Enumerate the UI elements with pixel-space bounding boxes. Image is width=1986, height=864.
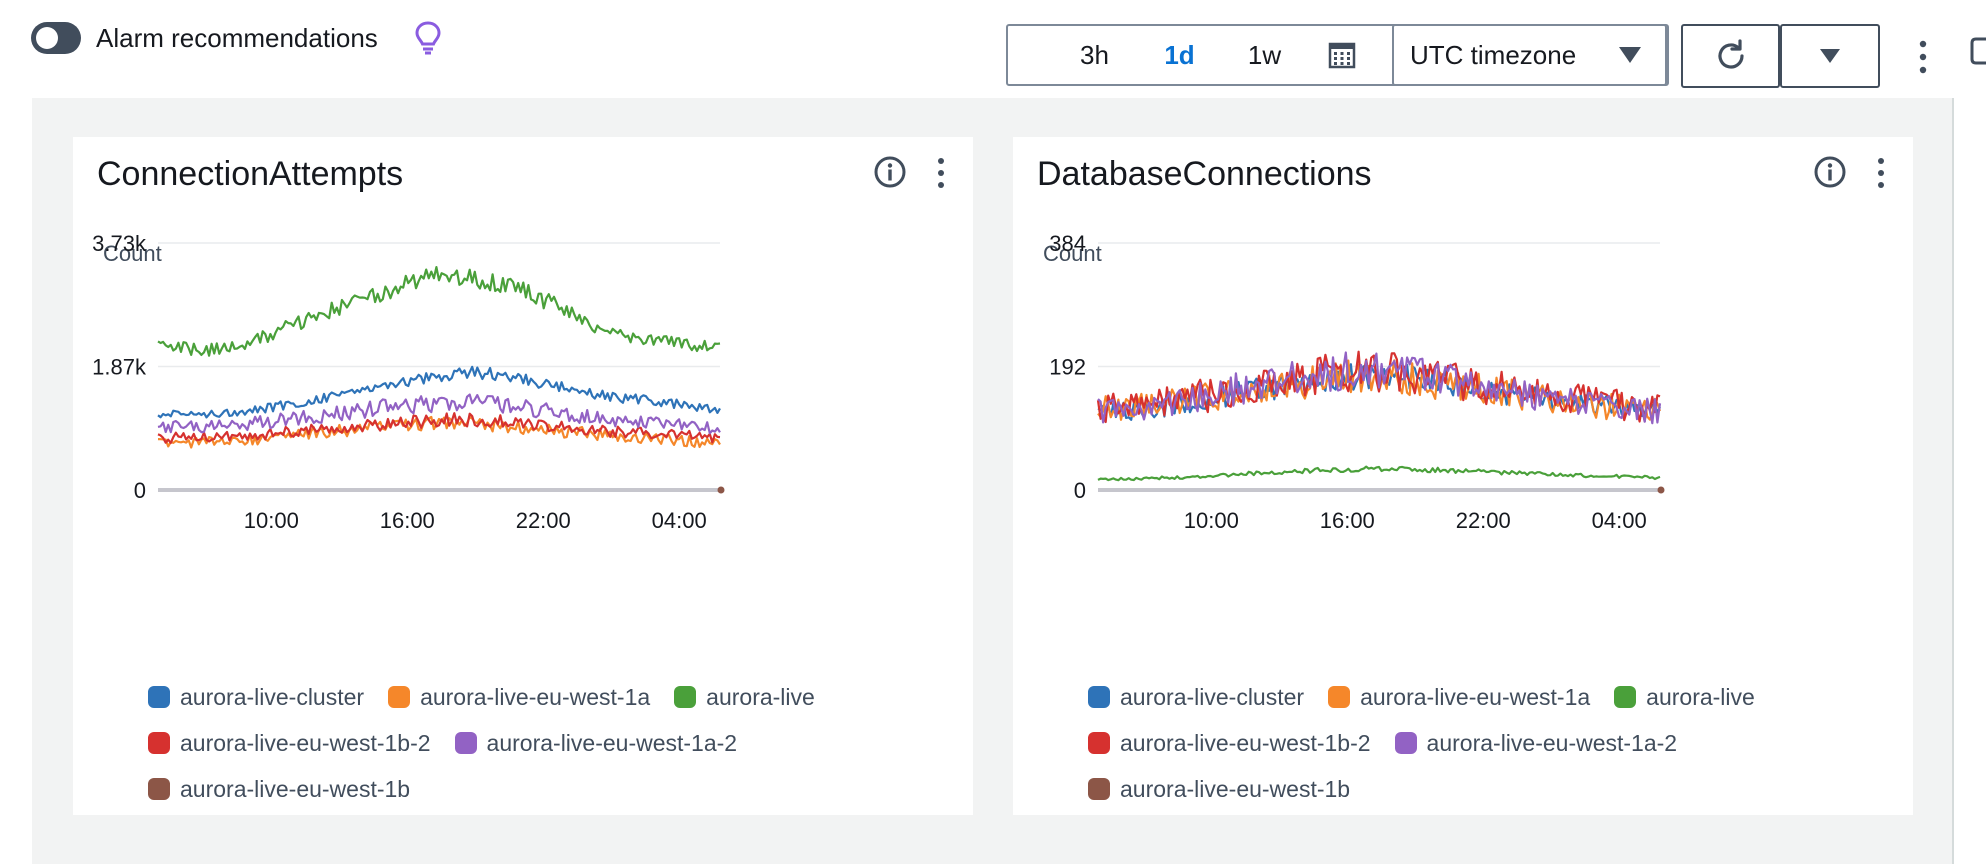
legend-swatch: [1088, 686, 1110, 708]
refresh-icon: [1717, 39, 1744, 69]
toggle-knob: [36, 27, 58, 49]
legend-item-aurora-live[interactable]: aurora-live: [674, 684, 815, 710]
legend-swatch: [1328, 686, 1351, 708]
legend-item-aurora-live-eu-west-1b-2[interactable]: aurora-live-eu-west-1b-2: [148, 730, 431, 756]
widget-connection-attempts: ConnectionAttempts Count 0 1.87k 3.73k 10:0…: [73, 137, 973, 815]
x-tick-label: 16:00: [380, 508, 435, 533]
lightbulb-icon[interactable]: [414, 20, 442, 56]
x-tick-label: 16:00: [1320, 508, 1375, 533]
x-tick-label: 10:00: [1184, 508, 1239, 533]
legend-label: aurora-live-eu-west-1a: [420, 684, 651, 710]
widget-menu-icon[interactable]: [1875, 156, 1887, 190]
timezone-select[interactable]: UTC timezone: [1392, 24, 1669, 86]
range-1d[interactable]: 1d: [1164, 40, 1195, 70]
legend-item-aurora-live-eu-west-1a-2[interactable]: aurora-live-eu-west-1a-2: [1394, 730, 1678, 756]
database-connections-chart: 0 192 384 10:00 16:00 22:00 04:00: [1049, 231, 1665, 533]
legend-swatch: [1614, 686, 1637, 708]
widget-menu-icon[interactable]: [935, 156, 947, 190]
y-tick-label: 384: [1049, 231, 1086, 256]
legend-label: aurora-live-eu-west-1a-2: [486, 730, 738, 756]
partial-edge-icon[interactable]: [1970, 36, 1986, 66]
caret-down-icon: [1820, 49, 1840, 63]
legend-item-aurora-live-cluster[interactable]: aurora-live-cluster: [1088, 684, 1304, 710]
chart-legend: aurora-live-cluster aurora-live-eu-west-1…: [148, 684, 948, 802]
series-line-aurora-live: [1097, 465, 1661, 482]
y-axis-unit: Count: [103, 241, 162, 266]
y-tick-label: 3.73k: [92, 231, 147, 256]
legend-item-aurora-live-eu-west-1a[interactable]: aurora-live-eu-west-1a: [1328, 684, 1590, 710]
scroll-edge: [1952, 98, 1954, 864]
alarm-recommendations-label: Alarm recommendations: [96, 23, 378, 53]
series-line-aurora-live-eu-west-1a-2: [157, 393, 721, 435]
timezone-label: UTC timezone: [1410, 39, 1577, 70]
range-3h[interactable]: 3h: [1080, 40, 1109, 70]
x-tick-label: 22:00: [1456, 508, 1511, 533]
legend-swatch: [388, 686, 411, 708]
legend-label: aurora-live-eu-west-1b-2: [180, 730, 431, 756]
x-tick-label: 10:00: [244, 508, 299, 533]
series-line-aurora-live-eu-west-1a-2: [1097, 351, 1662, 425]
y-tick-label: 192: [1049, 355, 1086, 380]
legend-label: aurora-live-cluster: [180, 684, 365, 710]
legend-label: aurora-live: [706, 684, 815, 710]
legend-item-aurora-live[interactable]: aurora-live: [1614, 684, 1755, 710]
legend-swatch: [148, 778, 170, 800]
legend-item-aurora-live-eu-west-1b-2[interactable]: aurora-live-eu-west-1b-2: [1088, 730, 1371, 756]
legend-label: aurora-live-eu-west-1a: [1360, 684, 1591, 710]
legend-item-aurora-live-eu-west-1b[interactable]: aurora-live-eu-west-1b: [148, 776, 410, 802]
legend-label: aurora-live-eu-west-1b: [180, 776, 411, 802]
caret-down-icon: [1619, 47, 1641, 63]
refresh-options-button[interactable]: [1780, 24, 1880, 88]
info-icon[interactable]: [873, 155, 907, 189]
legend-label: aurora-live: [1646, 684, 1755, 710]
widget-title: DatabaseConnections: [1037, 155, 1372, 193]
refresh-button[interactable]: [1681, 24, 1780, 88]
series-point-aurora-live-eu-west-1b: [717, 486, 725, 494]
legend-swatch: [674, 686, 697, 708]
legend-swatch: [148, 732, 170, 754]
legend-label: aurora-live-cluster: [1120, 684, 1305, 710]
legend-item-aurora-live-eu-west-1a-2[interactable]: aurora-live-eu-west-1a-2: [454, 730, 738, 756]
x-tick-label: 04:00: [652, 508, 707, 533]
widget-database-connections: DatabaseConnections Count 0 192 384 10:00 16…: [1013, 137, 1913, 815]
y-axis-unit: Count: [1043, 241, 1102, 266]
legend-item-aurora-live-eu-west-1b[interactable]: aurora-live-eu-west-1b: [1088, 776, 1350, 802]
series-point-aurora-live-eu-west-1b: [1657, 486, 1665, 494]
series-line-aurora-live-eu-west-1a: [157, 415, 721, 449]
legend-label: aurora-live-eu-west-1b-2: [1120, 730, 1371, 756]
more-options-icon[interactable]: [1916, 38, 1930, 76]
range-1w[interactable]: 1w: [1247, 40, 1282, 70]
x-tick-label: 22:00: [516, 508, 571, 533]
legend-swatch: [1088, 732, 1110, 754]
legend-swatch: [1088, 778, 1110, 800]
chart-legend: aurora-live-cluster aurora-live-eu-west-1…: [1088, 684, 1888, 802]
y-tick-label: 1.87k: [92, 355, 147, 380]
y-tick-label: 0: [1074, 478, 1086, 503]
connection-attempts-chart: 0 1.87k 3.73k 10:00 16:00 22:00 04:00: [92, 231, 725, 533]
series-line-aurora-live: [157, 266, 721, 357]
series-line-aurora-live-cluster: [157, 365, 721, 419]
legend-label: aurora-live-eu-west-1a-2: [1426, 730, 1678, 756]
widget-title: ConnectionAttempts: [97, 155, 404, 193]
legend-item-aurora-live-cluster[interactable]: aurora-live-cluster: [148, 684, 364, 710]
y-tick-label: 0: [134, 478, 146, 503]
series-line-aurora-live-eu-west-1b-2: [157, 412, 721, 444]
alarm-recommendations-toggle[interactable]: [31, 22, 81, 54]
x-tick-label: 04:00: [1592, 508, 1647, 533]
calendar-icon[interactable]: [1307, 26, 1377, 84]
legend-swatch: [454, 732, 477, 754]
legend-swatch: [148, 686, 170, 708]
legend-swatch: [1394, 732, 1417, 754]
legend-label: aurora-live-eu-west-1b: [1120, 776, 1351, 802]
info-icon[interactable]: [1813, 155, 1847, 189]
time-range-selector: 3h 1d 1w UTC timezone: [1006, 24, 1669, 86]
legend-item-aurora-live-eu-west-1a[interactable]: aurora-live-eu-west-1a: [388, 684, 650, 710]
